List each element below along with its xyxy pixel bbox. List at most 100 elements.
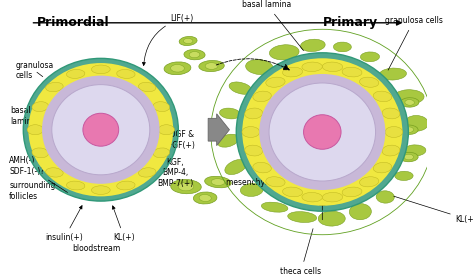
Ellipse shape (66, 70, 85, 78)
Ellipse shape (301, 39, 325, 51)
Ellipse shape (52, 85, 150, 175)
Ellipse shape (400, 125, 418, 134)
Text: granulosa cells: granulosa cells (385, 16, 443, 70)
Ellipse shape (253, 91, 271, 102)
Ellipse shape (91, 186, 110, 194)
Ellipse shape (158, 125, 174, 135)
Text: basal lamina: basal lamina (242, 0, 303, 51)
Ellipse shape (242, 58, 402, 206)
Ellipse shape (171, 65, 184, 72)
Ellipse shape (400, 152, 418, 162)
Ellipse shape (394, 90, 424, 104)
Text: Primary: Primary (322, 16, 378, 29)
Ellipse shape (303, 115, 341, 149)
Ellipse shape (382, 145, 400, 156)
Ellipse shape (225, 160, 246, 175)
Ellipse shape (91, 65, 110, 74)
Ellipse shape (218, 134, 239, 147)
Ellipse shape (219, 108, 240, 119)
Ellipse shape (229, 82, 252, 94)
Ellipse shape (240, 183, 263, 196)
FancyArrow shape (208, 114, 229, 146)
Text: KL(+): KL(+) (394, 196, 474, 224)
Ellipse shape (83, 113, 118, 146)
Text: GDF-9(+)
BMP-15(+): GDF-9(+) BMP-15(+) (302, 111, 343, 130)
Ellipse shape (32, 102, 48, 112)
Ellipse shape (183, 39, 193, 43)
Text: granulosa
cells: granulosa cells (16, 61, 54, 80)
Ellipse shape (322, 62, 343, 72)
Text: Primordial: Primordial (37, 16, 109, 29)
Ellipse shape (288, 212, 317, 222)
Ellipse shape (179, 37, 197, 46)
Ellipse shape (246, 60, 273, 75)
Text: PDGF &
bFGF(+): PDGF & bFGF(+) (164, 130, 196, 150)
Ellipse shape (28, 63, 173, 196)
Ellipse shape (46, 82, 63, 92)
Ellipse shape (23, 58, 178, 201)
Ellipse shape (269, 83, 375, 181)
Text: surrounding
follicles: surrounding follicles (9, 182, 55, 201)
Ellipse shape (138, 168, 156, 177)
Ellipse shape (259, 74, 385, 190)
Ellipse shape (360, 52, 380, 62)
Ellipse shape (373, 91, 392, 102)
Ellipse shape (404, 154, 413, 160)
Ellipse shape (266, 177, 285, 187)
Ellipse shape (404, 127, 413, 133)
Ellipse shape (359, 177, 379, 187)
Ellipse shape (211, 179, 225, 185)
Ellipse shape (153, 148, 170, 158)
Ellipse shape (193, 192, 217, 204)
Ellipse shape (379, 68, 406, 80)
Ellipse shape (403, 145, 426, 156)
Ellipse shape (342, 67, 362, 77)
Ellipse shape (27, 125, 43, 135)
Text: insulin(+): insulin(+) (46, 206, 83, 242)
Ellipse shape (205, 176, 231, 188)
Ellipse shape (405, 100, 414, 105)
Ellipse shape (32, 148, 48, 158)
Ellipse shape (66, 181, 85, 190)
Text: theca cells: theca cells (281, 229, 321, 275)
Ellipse shape (302, 62, 322, 72)
Ellipse shape (242, 126, 260, 138)
Text: KGF,
BMP-4,
BMP-7(+): KGF, BMP-4, BMP-7(+) (157, 158, 193, 188)
Ellipse shape (42, 76, 160, 184)
Ellipse shape (199, 60, 224, 72)
Ellipse shape (253, 162, 271, 173)
Ellipse shape (261, 202, 288, 212)
Text: AMH(-)
SDF-1(-)?: AMH(-) SDF-1(-)? (9, 156, 67, 192)
Ellipse shape (385, 126, 403, 138)
Ellipse shape (46, 168, 63, 177)
Ellipse shape (349, 204, 371, 220)
Ellipse shape (117, 181, 135, 190)
Ellipse shape (322, 192, 343, 202)
Text: basal
lamina: basal lamina (10, 106, 36, 126)
Ellipse shape (333, 42, 351, 52)
Ellipse shape (376, 191, 394, 203)
Ellipse shape (117, 70, 135, 78)
Ellipse shape (245, 145, 263, 156)
Ellipse shape (269, 45, 299, 60)
Ellipse shape (153, 102, 170, 112)
Ellipse shape (404, 116, 428, 131)
Text: bloodstream: bloodstream (73, 244, 121, 253)
Ellipse shape (138, 82, 156, 92)
Ellipse shape (302, 192, 322, 202)
Text: PTEN(-)
PI3K-AKT-FOXO3A(-)
TSC1/2-mTOR(-): PTEN(-) PI3K-AKT-FOXO3A(-) TSC1/2-mTOR(-… (69, 103, 133, 125)
Ellipse shape (283, 187, 302, 197)
Ellipse shape (400, 98, 419, 107)
Ellipse shape (342, 187, 362, 197)
Ellipse shape (184, 50, 205, 60)
Ellipse shape (178, 182, 194, 191)
Ellipse shape (283, 67, 302, 77)
Ellipse shape (205, 63, 218, 69)
Text: KL(+): KL(+) (112, 206, 135, 242)
Ellipse shape (382, 108, 400, 119)
Ellipse shape (236, 53, 408, 211)
Ellipse shape (266, 77, 285, 87)
Ellipse shape (245, 108, 263, 119)
Ellipse shape (318, 211, 345, 226)
Ellipse shape (359, 77, 379, 87)
